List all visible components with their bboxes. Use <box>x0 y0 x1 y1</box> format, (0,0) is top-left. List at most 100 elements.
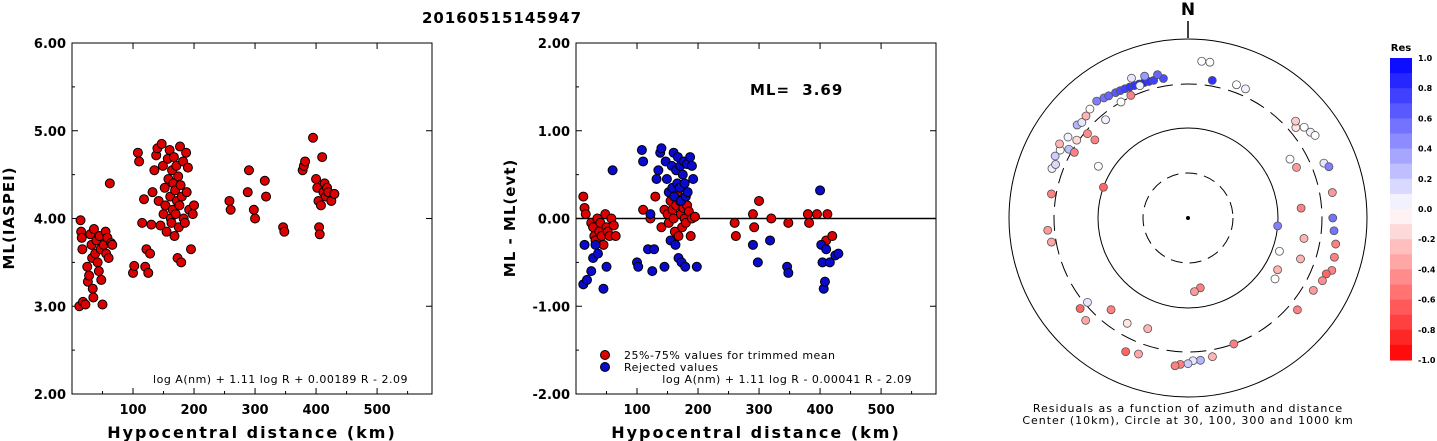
residual-colorbar <box>1390 58 1412 361</box>
plot2-data-point <box>766 213 777 224</box>
plot1-xtick-label: 100 <box>119 403 146 418</box>
plot1-data-point <box>107 239 118 250</box>
plot1-data-point <box>181 187 192 198</box>
polar-station-point <box>1047 237 1056 247</box>
plot2-data-point <box>670 239 681 250</box>
polar-caption-line2: Center (10km), Circle at 30, 100, 300 an… <box>1022 414 1353 427</box>
plot2-data-point <box>802 209 813 220</box>
polar-station-point <box>1273 221 1283 231</box>
plot2-data-point <box>833 248 844 259</box>
plot1-formula: log A(nm) + 1.11 log R + 0.00189 R - 2.0… <box>153 373 408 386</box>
polar-station-point <box>1330 252 1339 262</box>
polar-station-point <box>1208 352 1217 362</box>
plot1-axis-ticks: 100 200 300 400 500 2.00 3.00 4.00 5.00 6.00 <box>34 37 432 418</box>
polar-station-point <box>1069 147 1079 157</box>
plot1-data-point <box>250 213 261 224</box>
colorbar-tick-label: -0.2 <box>1418 235 1436 244</box>
plot2-data-point <box>824 257 835 268</box>
plot2-data-point <box>650 191 661 202</box>
plot1-data-point <box>187 209 198 220</box>
plot2-xtick-label: 100 <box>623 403 650 418</box>
plot2-data-point <box>656 222 667 233</box>
polar-station-point <box>1275 246 1284 256</box>
polar-station-point <box>1329 226 1339 236</box>
polar-station-point <box>1331 239 1341 249</box>
plot2-ytick-label: 1.00 <box>538 125 570 140</box>
plot1-data-point <box>175 180 186 191</box>
plot2-data-point <box>680 261 691 272</box>
plot2-data-point <box>581 274 592 285</box>
plot2-data-point <box>679 178 690 189</box>
plot1-x-axis-label: Hypocentral distance (km) <box>107 423 397 441</box>
ml-iaspei-panel: 100 200 300 400 500 2.00 3.00 4.00 5.00 6.00 log … <box>0 37 433 441</box>
plot1-data-point <box>84 270 95 281</box>
colorbar-tick-label: 0.4 <box>1418 145 1433 154</box>
polar-station-point <box>1196 355 1205 365</box>
plot1-data-point <box>156 138 167 149</box>
plot1-data-point <box>329 188 340 199</box>
plot1-data-point <box>132 147 143 158</box>
plot1-data-point <box>155 220 166 231</box>
polar-station-point <box>1075 304 1085 313</box>
plot2-data-point <box>689 211 700 222</box>
plot2-data-point <box>659 261 670 272</box>
plot2-ytick-label: -1.00 <box>533 300 570 315</box>
plot2-data-point <box>819 276 830 287</box>
polar-station-point <box>1043 225 1053 235</box>
colorbar-tick-label: -0.6 <box>1418 296 1436 305</box>
polar-station-point <box>1153 70 1162 80</box>
colorbar-segment <box>1390 88 1412 104</box>
polar-station-point <box>1296 203 1306 213</box>
plot2-data-point <box>661 174 672 185</box>
plot1-data-point <box>77 244 88 255</box>
polar-station-point <box>1321 269 1331 279</box>
plot1-data-point <box>161 226 172 237</box>
ml-value: 3.69 <box>802 81 843 99</box>
plot1-data-point <box>103 252 114 263</box>
polar-station-point <box>1273 265 1283 275</box>
colorbar-tick-label: 0.0 <box>1418 205 1433 214</box>
polar-station-point <box>1270 274 1280 284</box>
colorbar-segment <box>1390 314 1412 331</box>
plot1-data-point <box>175 141 185 152</box>
plot1-data-point <box>179 217 190 228</box>
plot2-data-point <box>688 174 699 185</box>
plot2-data-point <box>827 231 838 242</box>
plot1-data-point <box>173 171 184 182</box>
plot1-data-point <box>243 165 254 176</box>
colorbar-tick-label: -0.8 <box>1418 326 1436 335</box>
plot2-data-point <box>783 267 794 278</box>
colorbar-segment <box>1390 58 1412 74</box>
plot1-data-point <box>317 152 328 163</box>
polar-station-point <box>1299 122 1309 132</box>
plot1-data-point <box>160 200 171 211</box>
polar-station-point <box>1324 162 1334 172</box>
colorbar-segment <box>1390 329 1412 346</box>
polar-station-point <box>1122 318 1132 328</box>
plot2-data-point <box>608 220 619 231</box>
plot2-xtick-label: 400 <box>806 403 833 418</box>
polar-station-point <box>1207 75 1217 85</box>
plot1-data-point <box>75 215 86 226</box>
polar-station-point <box>1134 349 1143 359</box>
plot1-data-point <box>134 156 145 167</box>
colorbar-segment <box>1390 163 1412 180</box>
plot1-data-point <box>129 260 140 271</box>
polar-station-point <box>1085 104 1095 114</box>
plot2-data-point <box>747 239 758 250</box>
plot1-data-point <box>189 200 200 211</box>
plot2-data-point <box>579 239 590 250</box>
plot1-data-point <box>259 175 270 186</box>
plot1-data-point <box>314 229 325 240</box>
plot2-data-point <box>783 217 794 228</box>
ml-label: ML= <box>750 81 790 99</box>
colorbar-tick-label: 0.2 <box>1418 175 1432 184</box>
colorbar-tick-labels: 1.0 0.8 0.6 0.4 0.2 0.0 -0.2 -0.4 -0.6 -0.8 -1.0 <box>1418 54 1436 365</box>
plot1-data-point <box>279 226 290 237</box>
plot1-data-point <box>308 132 319 143</box>
plot2-data-point <box>668 213 679 224</box>
plot2-data-point <box>749 222 760 233</box>
plot2-data-point <box>638 204 649 215</box>
polar-station-point <box>1055 139 1064 149</box>
plot1-data-point <box>87 283 98 294</box>
